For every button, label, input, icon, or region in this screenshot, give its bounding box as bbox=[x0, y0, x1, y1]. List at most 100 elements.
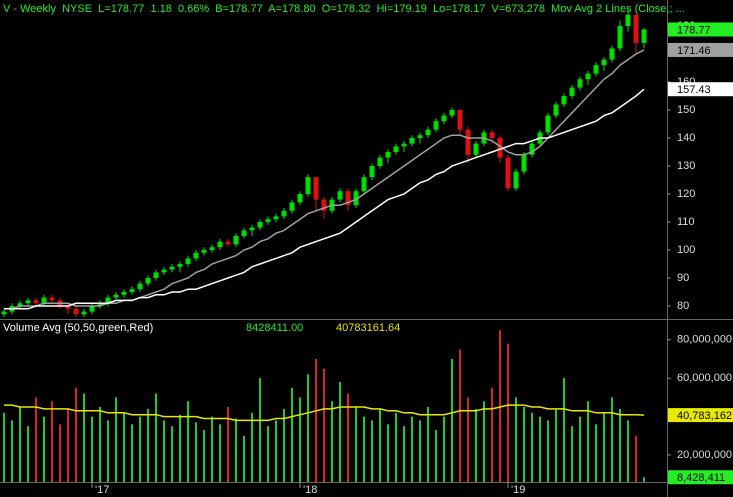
volume-bar bbox=[419, 420, 421, 482]
volume-bar bbox=[611, 397, 613, 482]
candle-body bbox=[449, 110, 455, 116]
candle-body bbox=[305, 177, 311, 194]
candle-body bbox=[273, 216, 279, 220]
volume-bar bbox=[363, 416, 365, 482]
volume-bar bbox=[195, 422, 197, 482]
volume-bar bbox=[491, 387, 493, 482]
y-tick-label: 20,000,000 bbox=[677, 449, 732, 461]
candle-body bbox=[129, 289, 135, 292]
candle-body bbox=[313, 177, 319, 200]
candle-body bbox=[393, 146, 399, 153]
moving-average bbox=[4, 49, 645, 310]
volume-bar bbox=[571, 426, 573, 482]
candle-body bbox=[569, 87, 575, 97]
x-tick-label: '19 bbox=[511, 484, 525, 496]
volume-bar bbox=[307, 374, 309, 482]
y-tick-label: 110 bbox=[677, 216, 695, 228]
candle-body bbox=[521, 154, 527, 172]
candle-body bbox=[225, 241, 231, 245]
candle-body bbox=[41, 297, 47, 304]
candle-body bbox=[241, 230, 247, 236]
volume-bar bbox=[227, 407, 229, 482]
candle-body bbox=[609, 48, 615, 60]
y-tick-label: 80,000,000 bbox=[677, 334, 732, 346]
candle-body bbox=[385, 152, 391, 158]
y-tick-label: 150 bbox=[677, 104, 695, 116]
candle-body bbox=[73, 308, 79, 315]
candle-body bbox=[433, 121, 439, 130]
candle-body bbox=[473, 143, 479, 155]
candle-body bbox=[337, 191, 343, 200]
candle-body bbox=[401, 143, 407, 147]
candle-body bbox=[105, 297, 111, 304]
volume-bar bbox=[515, 397, 517, 482]
volume-bar bbox=[115, 397, 117, 482]
volume-bar bbox=[371, 420, 373, 482]
volume-bar bbox=[83, 393, 85, 482]
candle-body bbox=[377, 157, 383, 166]
volume-bar bbox=[555, 408, 557, 482]
candle-body bbox=[441, 115, 447, 122]
volume-bar bbox=[19, 407, 21, 482]
volume-bar bbox=[451, 358, 453, 482]
candle-body bbox=[265, 219, 271, 222]
volume-bar bbox=[251, 412, 253, 482]
volume-bar bbox=[347, 393, 349, 482]
x-tick-label: '17 bbox=[95, 484, 109, 496]
candle-body bbox=[593, 65, 599, 74]
candle-body bbox=[209, 247, 215, 250]
candle-body bbox=[633, 14, 639, 43]
volume-bar bbox=[259, 378, 261, 482]
volume-bar bbox=[563, 378, 565, 482]
candle-body bbox=[281, 210, 287, 217]
y-tick-label: 100 bbox=[677, 244, 695, 256]
candle-body bbox=[545, 115, 551, 133]
candle-body bbox=[353, 191, 359, 206]
candle-body bbox=[289, 202, 295, 211]
candle-body bbox=[489, 132, 495, 139]
volume-bar bbox=[267, 426, 269, 482]
candle-body bbox=[297, 193, 303, 203]
candle-body bbox=[577, 79, 583, 88]
candle-body bbox=[193, 252, 199, 259]
candle-body bbox=[497, 138, 503, 158]
volume-bar bbox=[467, 397, 469, 482]
volume-bar bbox=[619, 408, 621, 482]
candle-body bbox=[137, 283, 143, 290]
volume-bar bbox=[283, 408, 285, 482]
volume-bar bbox=[331, 401, 333, 482]
candle-body bbox=[153, 272, 159, 278]
candle-body bbox=[25, 300, 31, 304]
volume-bar bbox=[131, 424, 133, 482]
candle-body bbox=[1, 311, 7, 315]
volume-avg-value: 40783161.64 bbox=[336, 322, 400, 334]
volume-bar bbox=[11, 420, 13, 482]
value-box-label: 171.46 bbox=[677, 45, 711, 57]
volume-study: Volume Avg (50,50,green,Red) bbox=[3, 322, 153, 334]
volume-bar bbox=[99, 407, 101, 482]
candle-body bbox=[321, 199, 327, 211]
candle-body bbox=[33, 300, 39, 304]
volume-bar bbox=[523, 407, 525, 482]
y-tick-label: 140 bbox=[677, 132, 695, 144]
candle-body bbox=[121, 291, 127, 295]
candle-body bbox=[345, 191, 351, 206]
volume-bar bbox=[627, 420, 629, 482]
volume-bar bbox=[75, 387, 77, 482]
candle-body bbox=[89, 305, 95, 312]
volume-bar bbox=[35, 397, 37, 482]
volume-bar bbox=[91, 416, 93, 482]
candle-body bbox=[601, 59, 607, 66]
volume-bar bbox=[379, 408, 381, 482]
candle-body bbox=[529, 143, 535, 155]
y-tick-label: 130 bbox=[677, 160, 695, 172]
volume-bar bbox=[507, 343, 509, 482]
candle-body bbox=[97, 303, 103, 306]
volume-bar bbox=[315, 358, 317, 482]
volume-bar bbox=[187, 401, 189, 482]
value-box bbox=[668, 42, 733, 57]
volume-bar bbox=[483, 401, 485, 482]
volume-bar bbox=[531, 412, 533, 482]
